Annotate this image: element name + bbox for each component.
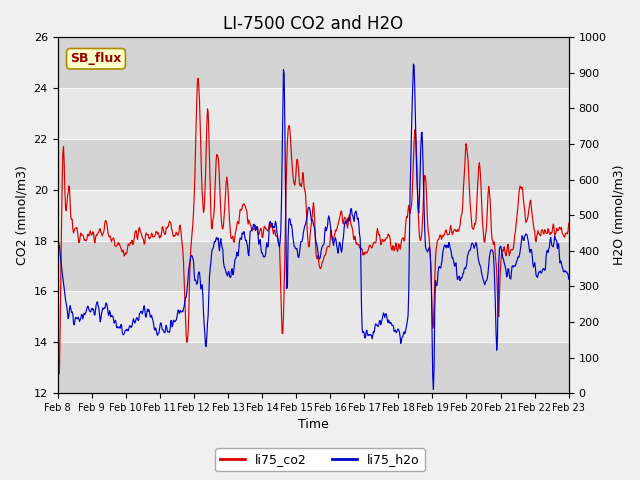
Bar bbox=[58, 88, 569, 139]
Legend: li75_co2, li75_h2o: li75_co2, li75_h2o bbox=[215, 448, 425, 471]
Bar bbox=[58, 139, 569, 190]
Bar bbox=[58, 240, 569, 291]
Text: SB_flux: SB_flux bbox=[70, 52, 122, 65]
Bar bbox=[58, 190, 569, 240]
Title: LI-7500 CO2 and H2O: LI-7500 CO2 and H2O bbox=[223, 15, 403, 33]
Bar bbox=[58, 37, 569, 88]
Bar bbox=[58, 342, 569, 393]
Bar bbox=[58, 291, 569, 342]
Y-axis label: CO2 (mmol/m3): CO2 (mmol/m3) bbox=[15, 165, 28, 265]
X-axis label: Time: Time bbox=[298, 419, 328, 432]
Y-axis label: H2O (mmol/m3): H2O (mmol/m3) bbox=[612, 165, 625, 265]
